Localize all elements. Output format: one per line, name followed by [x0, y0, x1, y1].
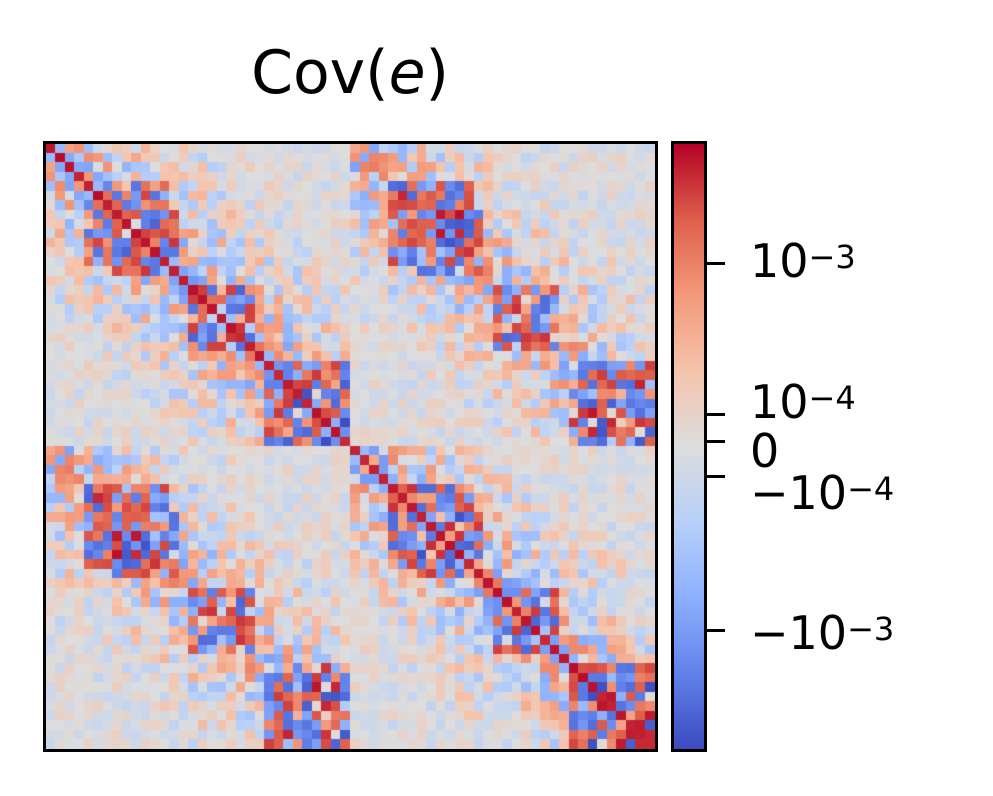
colorbar-tick-label: 10−4: [750, 375, 856, 429]
colorbar-tick-label: 10−3: [750, 234, 856, 288]
colorbar-tick-mark: [705, 440, 725, 443]
colorbar: [671, 141, 707, 752]
colorbar-tick-label: 0: [750, 424, 780, 478]
colorbar-tick-label: −10−4: [750, 466, 895, 520]
colorbar-gradient: [674, 144, 704, 749]
colorbar-tick-label: −10−3: [750, 606, 895, 660]
colorbar-tick-mark: [705, 475, 725, 478]
colorbar-tick-mark: [705, 413, 725, 416]
heatmap-plot-area: [43, 141, 658, 752]
chart-title: Cov(e): [251, 38, 449, 108]
colorbar-tick-mark: [705, 262, 725, 265]
covariance-heatmap: [46, 144, 655, 749]
colorbar-tick-mark: [705, 629, 725, 632]
